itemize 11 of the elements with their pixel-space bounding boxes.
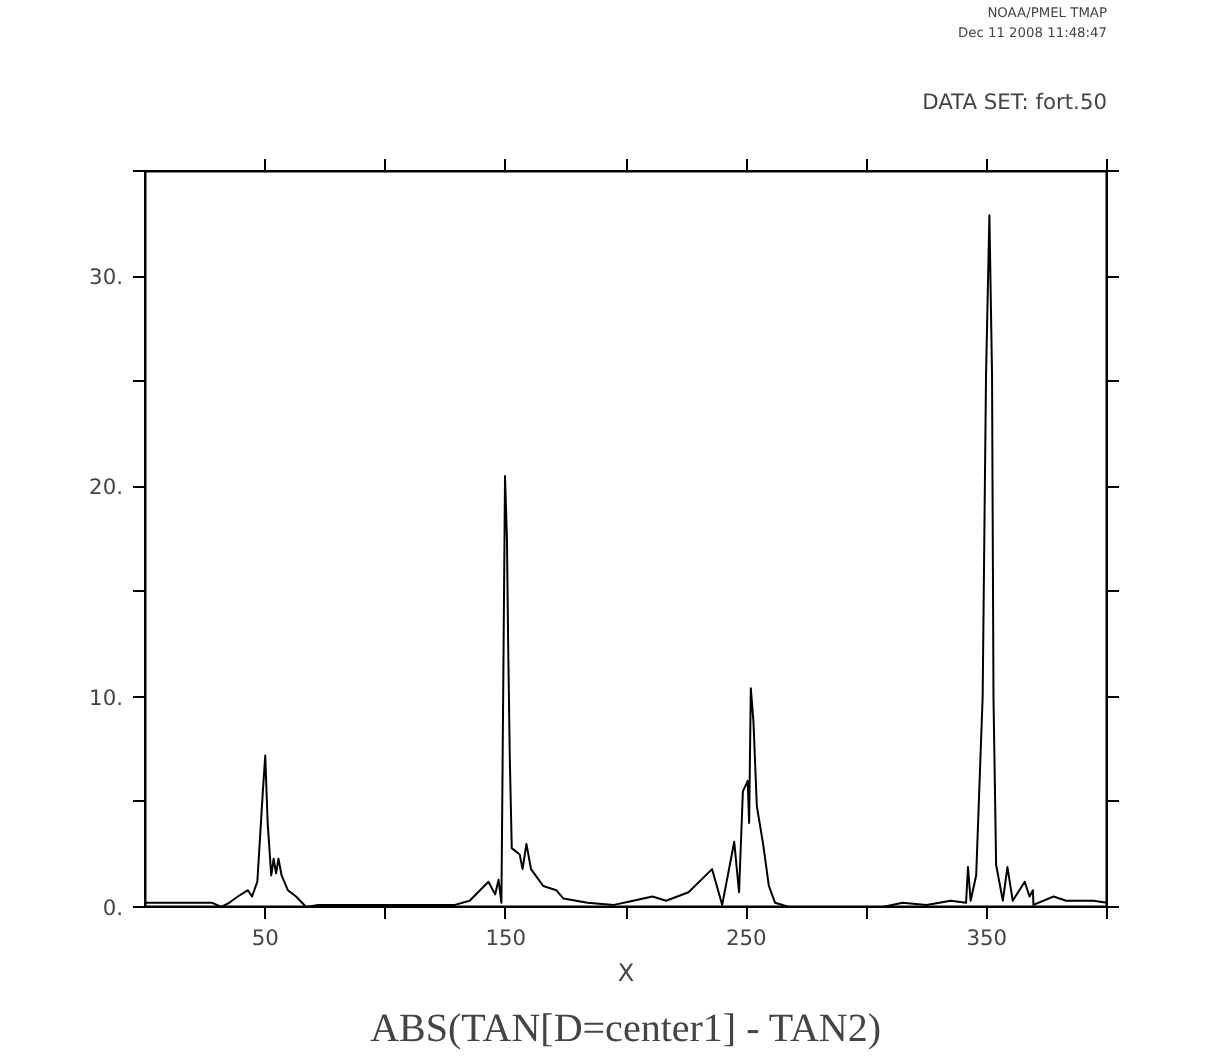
text: ABS(TAN[D=center1] - TAN2) <box>370 1007 882 1051</box>
y-tick-label: 30. <box>89 264 124 291</box>
y-tick-label: 0. <box>102 895 124 921</box>
y-tick-label: 10. <box>89 684 124 711</box>
x-tick-label: 250 <box>725 925 768 951</box>
y-tick-label: 20. <box>89 474 124 501</box>
x-tick-label: 350 <box>966 925 1008 951</box>
x-tick-label: 150 <box>485 925 527 951</box>
text: DATA SET: fort.50 <box>922 89 1108 115</box>
x-axis-title: X <box>617 959 635 987</box>
x-tick-label: 50 <box>251 925 280 951</box>
